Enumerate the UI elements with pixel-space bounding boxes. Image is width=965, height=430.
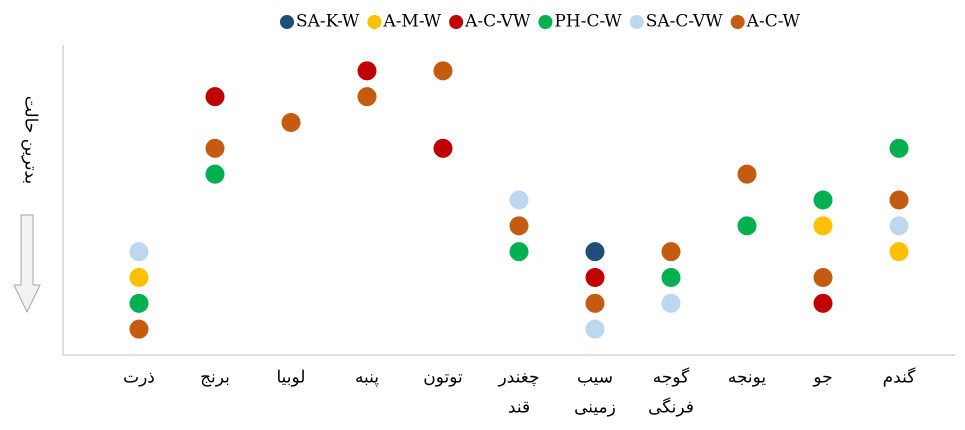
legend-marker bbox=[538, 15, 553, 29]
dot bbox=[737, 216, 757, 236]
dot bbox=[813, 268, 833, 287]
dot bbox=[737, 164, 757, 184]
legend-marker bbox=[730, 15, 745, 29]
x-tick-label: لوبیا bbox=[276, 368, 305, 388]
dot bbox=[205, 164, 225, 184]
dot bbox=[813, 293, 833, 313]
dot bbox=[813, 216, 833, 236]
dot bbox=[661, 293, 681, 313]
dot bbox=[433, 138, 453, 158]
legend-label: SA-K-W bbox=[296, 12, 360, 32]
x-tick-label: پنبه bbox=[355, 368, 379, 388]
x-tick-label: زمینی bbox=[574, 398, 616, 418]
x-tick-label: توتون bbox=[423, 368, 463, 388]
x-tick-label: گوجه bbox=[653, 367, 690, 388]
legend-label: SA-C-VW bbox=[646, 12, 723, 32]
dot bbox=[357, 87, 377, 107]
dot bbox=[813, 190, 833, 210]
x-tick-label: جو bbox=[812, 368, 832, 388]
dot bbox=[889, 242, 909, 262]
dot bbox=[585, 268, 605, 287]
dot bbox=[509, 242, 529, 262]
legend-label: A-M-W bbox=[382, 12, 441, 32]
x-tick-label: چغندر bbox=[498, 368, 540, 388]
legend-label: A-C-VW bbox=[464, 12, 531, 32]
x-tick-label: سیب bbox=[577, 368, 613, 388]
dot bbox=[509, 190, 529, 210]
dot bbox=[129, 293, 149, 313]
dot bbox=[357, 61, 377, 81]
legend: SA-K-W A-M-W A-C-VW PH-C-W SA-C-VW A-C-W bbox=[279, 12, 801, 32]
dot bbox=[129, 242, 149, 262]
dot bbox=[585, 242, 605, 262]
x-tick-label: یونجه bbox=[728, 368, 767, 388]
dot bbox=[205, 138, 225, 158]
legend-marker bbox=[449, 15, 464, 29]
dot bbox=[889, 138, 909, 158]
x-tick-label: برنج bbox=[200, 368, 230, 388]
legend-marker bbox=[629, 15, 644, 29]
dot bbox=[889, 190, 909, 210]
dot bbox=[129, 268, 149, 287]
dot bbox=[433, 61, 453, 81]
dot bbox=[585, 319, 605, 339]
dot bbox=[205, 87, 225, 107]
y-axis-label: بدترین حالت bbox=[21, 96, 41, 184]
x-tick-label: فرنگی bbox=[648, 397, 694, 418]
arrow bbox=[13, 214, 41, 314]
dot bbox=[585, 293, 605, 313]
legend-label: PH-C-W bbox=[554, 12, 622, 32]
dot bbox=[281, 113, 301, 132]
dot bbox=[661, 242, 681, 262]
dot bbox=[129, 319, 149, 339]
dot bbox=[889, 216, 909, 236]
legend-marker bbox=[279, 15, 294, 29]
x-tick-label: قند bbox=[508, 398, 530, 418]
legend-label: A-C-W bbox=[746, 12, 801, 32]
dot bbox=[509, 216, 529, 236]
legend-marker bbox=[367, 15, 382, 29]
x-tick-label: گندم bbox=[883, 367, 917, 388]
x-tick-label: ذرت bbox=[123, 368, 155, 388]
dot bbox=[661, 268, 681, 287]
